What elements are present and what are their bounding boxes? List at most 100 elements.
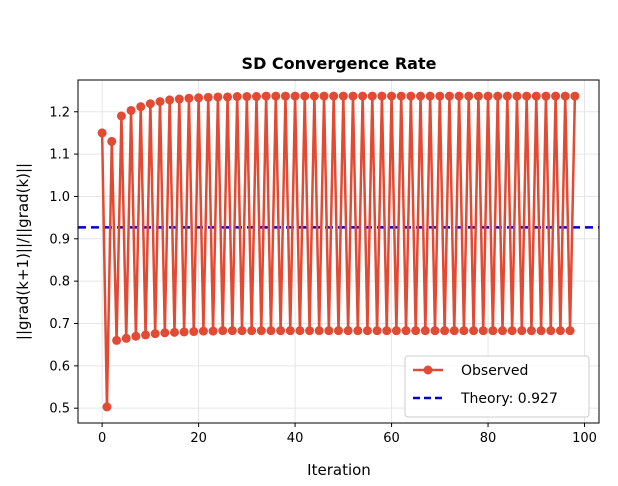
observed-point [454, 91, 464, 101]
observed-point [546, 326, 556, 336]
legend-observed-label: Observed [461, 363, 528, 379]
observed-point [227, 326, 237, 336]
observed-point [184, 93, 194, 103]
observed-point [420, 326, 430, 336]
observed-point [165, 95, 175, 105]
observed-point [155, 97, 165, 107]
observed-point [198, 326, 208, 336]
observed-point [145, 99, 155, 109]
observed-point [541, 91, 551, 101]
observed-point [121, 333, 131, 343]
observed-point [406, 91, 416, 101]
x-tick-label: 0 [98, 431, 106, 446]
observed-point [391, 326, 401, 336]
x-axis: 0 20 40 60 80 100 [98, 423, 597, 446]
observed-point [517, 326, 527, 336]
observed-point [382, 326, 392, 336]
observed-point [319, 91, 329, 101]
observed-point [271, 91, 281, 101]
observed-point [502, 91, 512, 101]
observed-point [232, 92, 242, 102]
legend: Observed Theory: 0.927 [404, 355, 590, 418]
y-tick-label: 0.9 [49, 232, 70, 247]
observed-point [348, 91, 358, 101]
observed-point [242, 92, 252, 102]
observed-point [276, 326, 286, 336]
observed-layer [97, 91, 580, 412]
observed-point [444, 91, 454, 101]
observed-point [223, 92, 233, 102]
observed-point [251, 92, 261, 102]
observed-point [131, 331, 141, 341]
observed-point [261, 91, 271, 101]
observed-point [387, 91, 397, 101]
observed-point [218, 326, 228, 336]
y-tick-label: 0.6 [49, 359, 70, 374]
observed-point [126, 105, 136, 115]
observed-point [237, 326, 247, 336]
observed-point [203, 92, 213, 102]
observed-point [372, 326, 382, 336]
observed-point [362, 326, 372, 336]
observed-point [483, 91, 493, 101]
y-tick-label: 0.7 [49, 317, 70, 332]
observed-point [247, 326, 257, 336]
observed-point [174, 94, 184, 104]
observed-point [440, 326, 450, 336]
observed-point [314, 326, 324, 336]
observed-point [555, 326, 565, 336]
observed-point [435, 91, 445, 101]
plot-frame [77, 79, 600, 424]
observed-point [338, 91, 348, 101]
observed-point [353, 326, 363, 336]
observed-point [179, 327, 189, 337]
observed-point [334, 326, 343, 336]
legend-theory-label: Theory: 0.927 [460, 391, 558, 407]
y-tick-label: 1.1 [49, 148, 70, 163]
y-tick-label: 1.0 [49, 190, 70, 205]
observed-point [377, 91, 387, 101]
observed-point [430, 326, 440, 336]
legend-box [404, 355, 590, 418]
y-axis-label: ||grad(k+1)||/||grad(k)|| [14, 163, 32, 340]
observed-point [329, 91, 339, 101]
observed-point [358, 91, 368, 101]
observed-point [208, 326, 218, 336]
chart-title: SD Convergence Rate [242, 54, 437, 73]
observed-point [107, 136, 117, 146]
observed-point [411, 326, 421, 336]
observed-point [116, 111, 126, 121]
observed-point [459, 326, 469, 336]
y-tick-label: 0.8 [49, 275, 70, 290]
observed-point [102, 402, 112, 412]
observed-point [507, 326, 517, 336]
observed-point [570, 91, 580, 101]
observed-point [493, 91, 503, 101]
observed-point [464, 91, 474, 101]
observed-point [290, 91, 300, 101]
observed-point [169, 327, 179, 337]
observed-point [285, 326, 295, 336]
observed-point [150, 329, 160, 339]
y-tick-label: 1.2 [49, 105, 70, 120]
x-tick-label: 100 [572, 431, 597, 446]
observed-point [256, 326, 266, 336]
observed-point [189, 327, 199, 337]
observed-point [425, 91, 435, 101]
observed-point [396, 91, 406, 101]
observed-point [536, 326, 546, 336]
observed-point [112, 335, 122, 345]
observed-point [194, 93, 204, 103]
observed-point [416, 91, 426, 101]
observed-point [309, 91, 319, 101]
observed-point [141, 330, 151, 340]
legend-observed-marker [423, 365, 433, 375]
observed-point [367, 91, 377, 101]
observed-point [343, 326, 353, 336]
observed-point [469, 326, 479, 336]
x-axis-label: Iteration [307, 461, 371, 479]
observed-point [160, 328, 170, 338]
observed-point [478, 326, 488, 336]
observed-point [401, 326, 411, 336]
observed-point [97, 128, 107, 138]
